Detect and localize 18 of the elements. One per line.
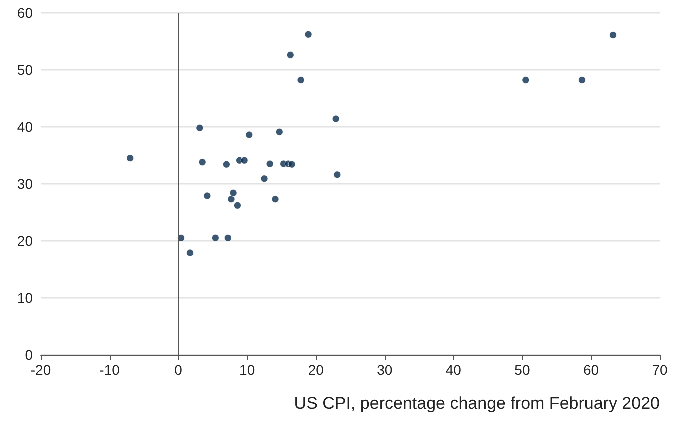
x-tick-label: 70 [652,362,668,378]
x-tick-label: 40 [446,362,462,378]
y-tick-label: 0 [25,347,34,363]
x-tick-label: 10 [240,362,256,378]
y-tick-label: 20 [17,233,34,249]
x-tick-label: -20 [30,362,52,378]
x-tick-label: 20 [308,362,324,378]
y-tick-label: 30 [17,176,34,192]
x-tick-label: 0 [174,362,183,378]
y-tick-label: 10 [17,290,34,306]
x-tick-label: -10 [100,362,120,378]
y-tick-label: 50 [17,62,34,78]
x-axis-title: US CPI, percentage change from February 2020 [294,394,660,413]
x-tick-label: 60 [583,362,600,378]
y-tick-label: 60 [17,5,34,21]
x-tick-label: 30 [377,362,393,378]
y-tick-label: 40 [17,119,34,135]
x-tick-label: 50 [514,362,530,378]
